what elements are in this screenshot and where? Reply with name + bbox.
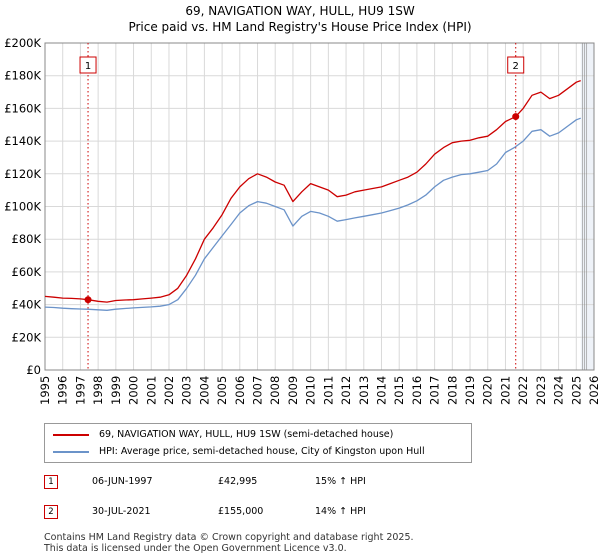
x-tick-label: 2002 (162, 376, 176, 405)
x-tick-label: 1997 (73, 376, 87, 405)
sale-marker-badge: 2 (44, 505, 58, 519)
x-tick-label: 2013 (357, 376, 371, 405)
sale-price: £155,000 (218, 506, 264, 517)
sale-label-box (507, 56, 525, 74)
y-tick-label: £100K (4, 200, 41, 214)
footer-licence: This data is licensed under the Open Gov… (44, 543, 347, 554)
sale-label-number: 1 (85, 61, 91, 72)
x-tick-label: 2011 (321, 376, 335, 405)
x-tick-label: 2017 (428, 376, 442, 405)
y-tick-label: £160K (4, 101, 41, 115)
hpi-line (44, 117, 581, 311)
sale-hpi-change: 14% ↑ HPI (315, 506, 366, 517)
x-tick-label: 2019 (463, 376, 477, 405)
x-tick-label: 2025 (569, 376, 583, 405)
x-tick-label: 2023 (534, 376, 548, 405)
y-tick-label: £120K (4, 167, 41, 181)
x-tick-label: 2004 (197, 376, 211, 405)
sale-point (512, 113, 520, 121)
y-tick-label: £80K (12, 232, 42, 246)
x-tick-label: 2015 (392, 376, 406, 405)
y-tick-label: £180K (4, 69, 41, 83)
sale-label-box (79, 56, 97, 74)
y-tick-label: £140K (4, 134, 41, 148)
plot-frame (44, 42, 595, 371)
x-tick-label: 2009 (286, 376, 300, 405)
x-tick-label: 2001 (144, 376, 158, 405)
legend-label-property: 69, NAVIGATION WAY, HULL, HU9 1SW (semi-… (99, 429, 394, 440)
y-tick-label: £60K (12, 265, 42, 279)
property-price-line (44, 79, 581, 303)
x-tick-label: 1999 (109, 376, 123, 405)
y-tick-label: £0 (26, 363, 41, 377)
sale-date: 30-JUL-2021 (92, 506, 151, 517)
chart-title: 69, NAVIGATION WAY, HULL, HU9 1SW (185, 4, 415, 18)
y-tick-label: £20K (12, 330, 42, 344)
x-tick-label: 2016 (410, 376, 424, 405)
footer-copyright: Contains HM Land Registry data © Crown c… (44, 532, 414, 543)
x-tick-label: 2003 (180, 376, 194, 405)
x-tick-label: 1998 (91, 376, 105, 405)
x-tick-label: 1995 (38, 376, 52, 405)
x-tick-label: 2005 (215, 376, 229, 405)
legend-label-hpi: HPI: Average price, semi-detached house,… (99, 446, 425, 457)
x-tick-label: 2018 (445, 376, 459, 405)
x-tick-label: 2022 (516, 376, 530, 405)
sale-marker-badge: 1 (44, 475, 58, 489)
x-tick-label: 2007 (251, 376, 265, 405)
y-tick-label: £200K (4, 36, 41, 50)
x-tick-label: 2014 (374, 376, 388, 405)
x-tick-label: 2012 (339, 376, 353, 405)
x-tick-label: 2006 (233, 376, 247, 405)
sale-point (84, 296, 92, 304)
sale-date: 06-JUN-1997 (92, 476, 153, 487)
legend: 69, NAVIGATION WAY, HULL, HU9 1SW (semi-… (44, 423, 472, 463)
chart-subtitle: Price paid vs. HM Land Registry's House … (128, 20, 472, 34)
legend-swatch-hpi (53, 451, 89, 453)
price-chart: £0 £20K £40K £60K £80K £100K £120K £140K £160K £1… (4, 36, 600, 405)
x-tick-label: 2010 (304, 376, 318, 405)
x-tick-label: 1996 (56, 376, 70, 405)
sale-price: £42,995 (218, 476, 258, 487)
x-tick-label: 2021 (498, 376, 512, 405)
sale-hpi-change: 15% ↑ HPI (315, 476, 366, 487)
sale-label-number: 2 (513, 61, 519, 72)
x-tick-label: 2000 (127, 376, 141, 405)
y-tick-label: £40K (12, 298, 42, 312)
x-tick-label: 2008 (268, 376, 282, 405)
x-tick-label: 2026 (587, 376, 600, 405)
x-tick-label: 2020 (481, 376, 495, 405)
x-tick-label: 2024 (552, 376, 566, 405)
legend-swatch-property (53, 434, 89, 436)
